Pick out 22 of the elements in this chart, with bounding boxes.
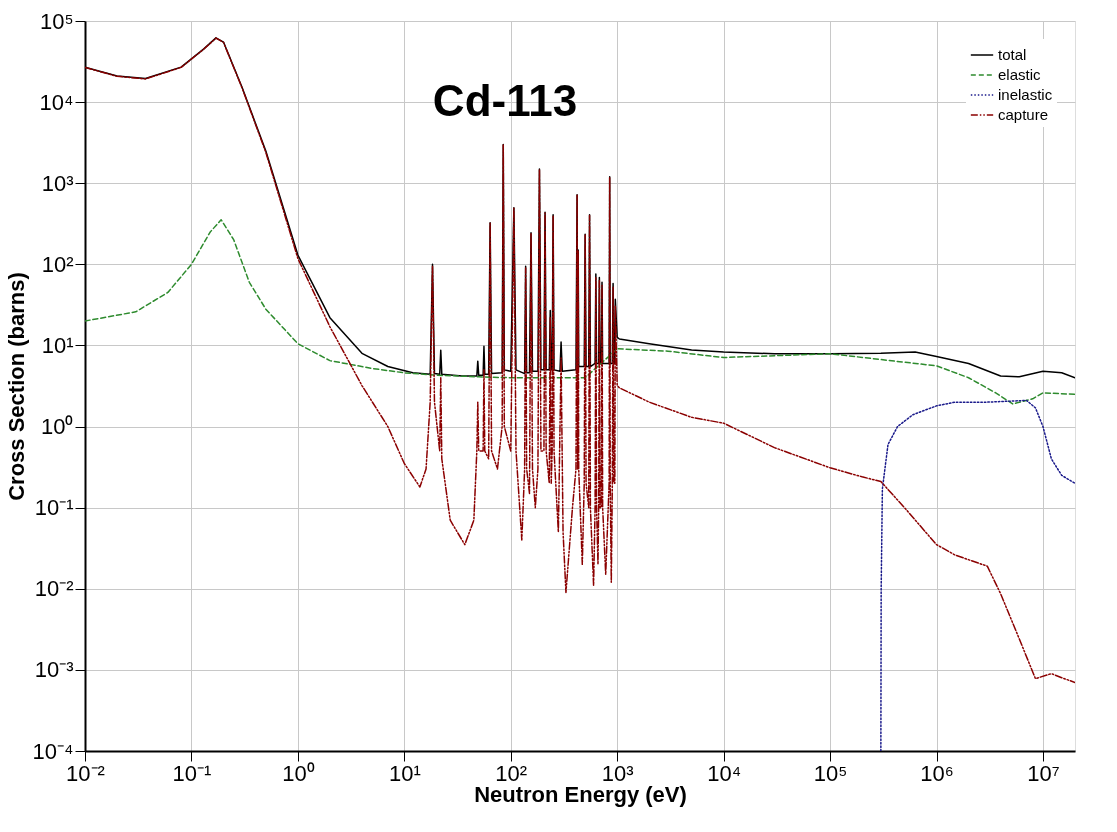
y-tick-label: 10⁻² (34, 576, 74, 602)
legend-label: inelastic (998, 86, 1053, 103)
y-tick-label: 10² (41, 251, 74, 277)
x-tick-label: 10⁰ (282, 760, 315, 786)
x-tick-label: 10⁴ (707, 760, 742, 786)
y-tick-label: 10⁻¹ (34, 495, 74, 521)
x-tick-label: 10⁷ (1027, 760, 1060, 786)
y-tick-label: 10¹ (41, 332, 74, 358)
text: Cd-113 (432, 76, 578, 125)
legend-label: total (998, 46, 1027, 63)
y-tick-label: 10⁰ (41, 414, 74, 440)
legend-label: capture (998, 106, 1049, 123)
x-tick-label: 10¹ (388, 760, 421, 786)
y-tick-label: 10⁵ (39, 8, 74, 34)
y-tick-label: 10³ (41, 170, 74, 196)
y-tick-label: 10⁻³ (34, 657, 74, 683)
y-axis-title: Cross Section (barns) (3, 272, 29, 501)
y-tick-label: 10⁴ (39, 89, 74, 115)
x-tick-label: 10⁶ (920, 760, 954, 786)
x-tick-label: 10⁻¹ (172, 760, 212, 786)
legend-label: elastic (998, 66, 1042, 83)
x-tick-label: 10⁵ (813, 760, 848, 786)
